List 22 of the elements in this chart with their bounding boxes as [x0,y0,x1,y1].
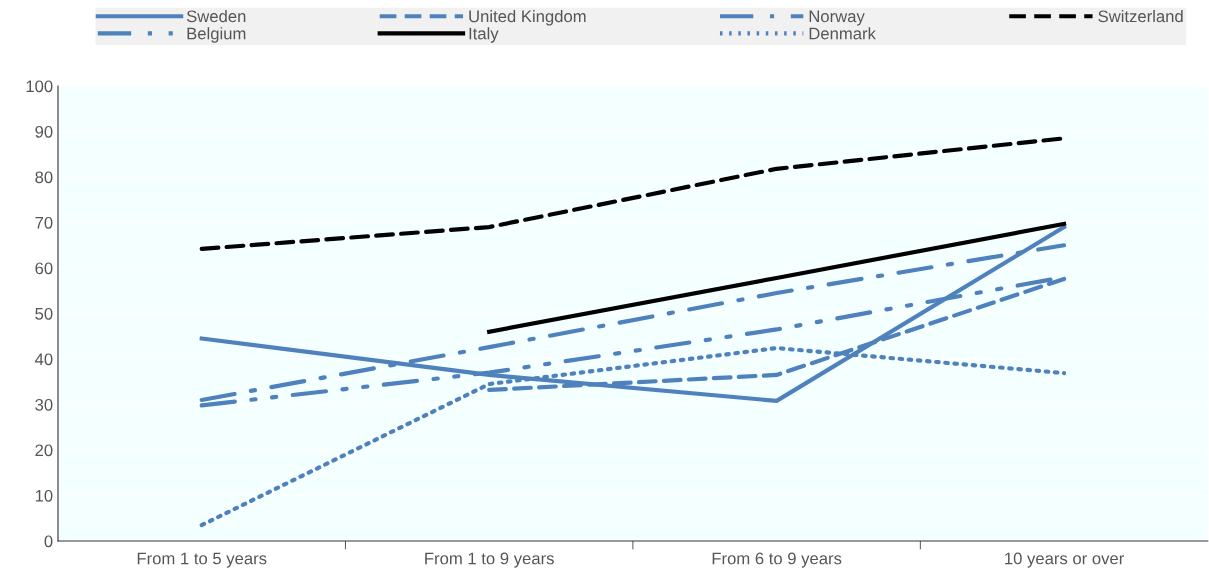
y-tick-label: 100 [26,80,53,93]
legend-label: Belgium [187,27,246,43]
legend-label: Norway [809,10,865,26]
y-tick-label: 20 [35,444,53,457]
legend-label: Italy [469,27,499,43]
legend-label: Denmark [809,27,876,40]
legend-label: Sweden [186,10,246,23]
y-tick-label: 80 [35,171,53,184]
x-tick-label: From 1 to 9 years [425,552,554,568]
legend-label: Switzerland [1098,10,1183,23]
y-tick-label: 90 [35,125,53,138]
x-tick-label: From 1 to 5 years [137,552,267,568]
x-tick-label: From 6 to 9 years [712,552,842,568]
y-tick-label: 60 [35,262,53,275]
y-tick-label: 70 [35,216,53,229]
y-tick-label: 0 [44,535,53,548]
x-tick-label: 10 years or over [1005,552,1125,568]
y-tick-label: 30 [35,398,53,411]
y-tick-label: 50 [35,307,53,320]
y-tick-label: 10 [35,489,53,502]
y-tick-label: 40 [34,353,53,366]
legend-label: United Kingdom [469,10,586,26]
